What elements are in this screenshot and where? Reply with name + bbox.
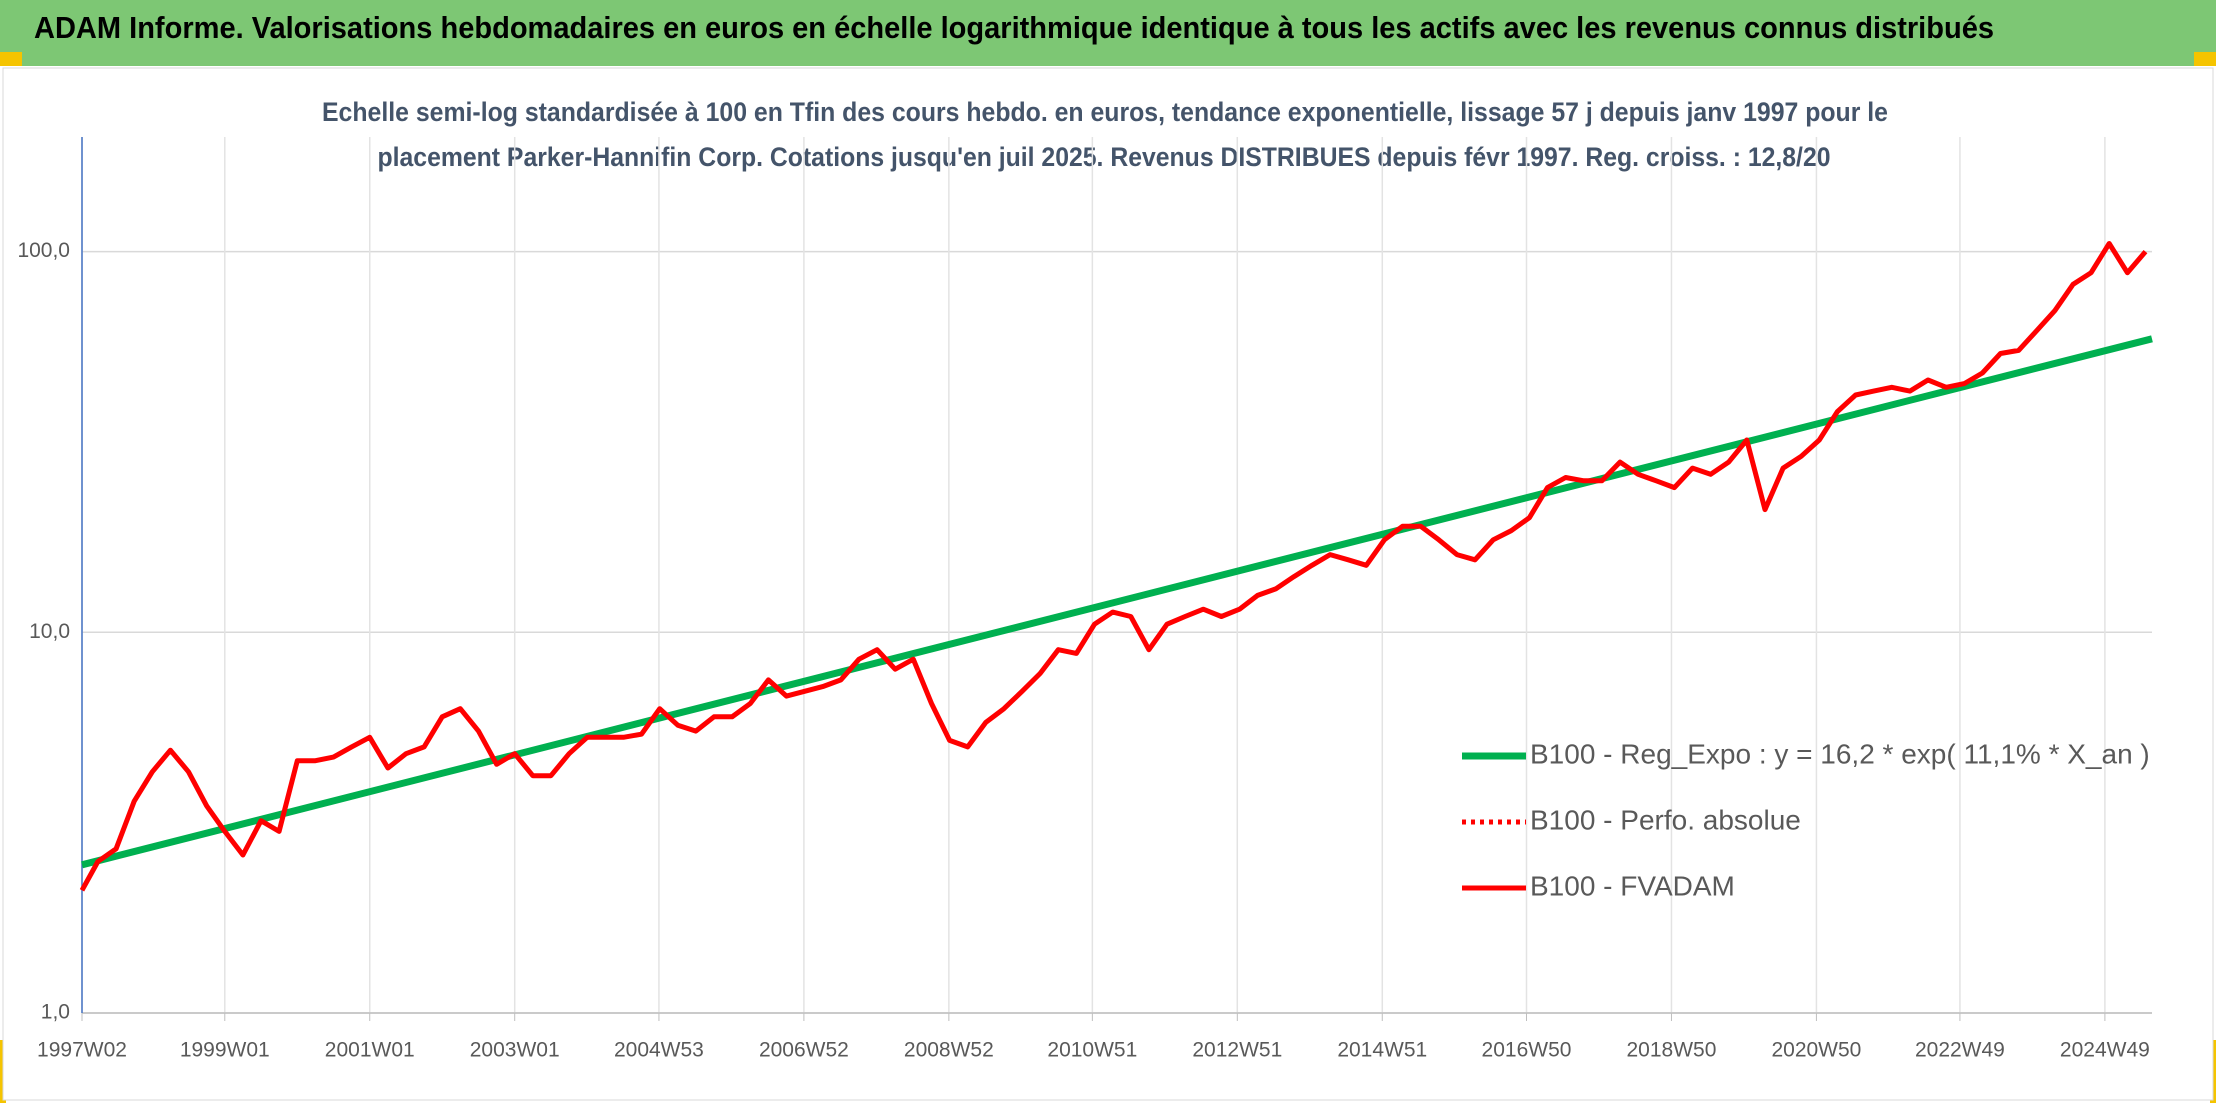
corner-accent (2194, 52, 2216, 66)
x-tick-label: 2001W01 (325, 1039, 415, 1062)
x-tick-label: 2004W53 (614, 1039, 704, 1062)
legend: B100 - Reg_Expo : y = 16,2 * exp( 11,1% … (1462, 738, 2150, 901)
corner-accent (0, 52, 22, 66)
legend-label: B100 - Reg_Expo : y = 16,2 * exp( 11,1% … (1530, 738, 2150, 769)
legend-label: B100 - Perfo. absolue (1530, 804, 1801, 835)
x-tick-label: 2006W52 (759, 1039, 849, 1062)
x-tick-label: 2020W50 (1771, 1039, 1861, 1062)
y-tick-label: 1,0 (41, 1001, 70, 1024)
x-tick-label: 1999W01 (180, 1039, 270, 1062)
x-tick-label: 2014W51 (1337, 1039, 1427, 1062)
series-line (81, 335, 2153, 869)
series-line (79, 241, 2148, 892)
x-tick-label: 2024W49 (2060, 1039, 2150, 1062)
header-band (0, 0, 2216, 66)
chart-subtitle: placement Parker-Hannifin Corp. Cotation… (378, 142, 1831, 172)
chart-area (2, 67, 2214, 1101)
chart-subtitle: Echelle semi-log standardisée à 100 en T… (322, 97, 1888, 127)
y-tick-label: 100,0 (17, 239, 70, 262)
page-title: ADAM Informe. Valorisations hebdomadaire… (34, 10, 1994, 45)
x-tick-label: 2008W52 (904, 1039, 994, 1062)
x-tick-label: 2022W49 (1915, 1039, 2005, 1062)
grid: 1,0 10,0 100,0 1997W02 1999W01 2001W01 2003W01… (17, 137, 2152, 1062)
plot (79, 241, 2153, 892)
x-tick-label: 2016W50 (1482, 1039, 1572, 1062)
y-tick-label: 10,0 (29, 620, 70, 643)
legend-label: B100 - FVADAM (1530, 870, 1735, 901)
x-tick-label: 2012W51 (1192, 1039, 1282, 1062)
x-tick-label: 2003W01 (470, 1039, 560, 1062)
x-tick-label: 2018W50 (1627, 1039, 1717, 1062)
x-tick-label: 2010W51 (1047, 1039, 1137, 1062)
x-tick-label: 1997W02 (37, 1039, 127, 1062)
